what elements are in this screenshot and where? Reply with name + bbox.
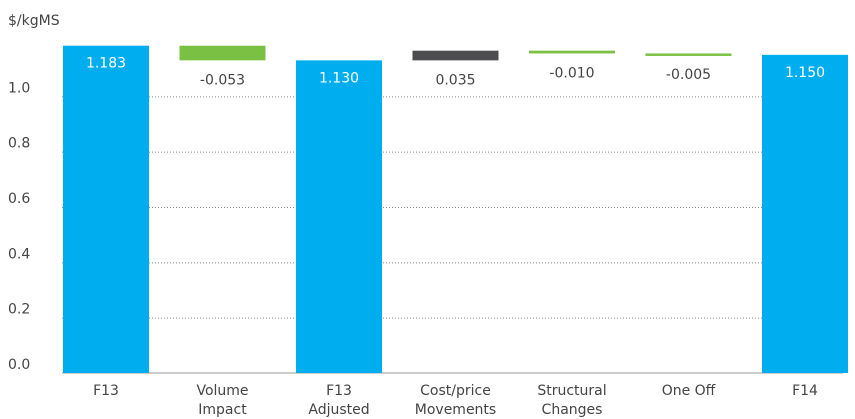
gridlines xyxy=(62,96,843,374)
x-category-label: One Off xyxy=(662,383,716,399)
y-tick-label: 0.8 xyxy=(8,136,30,152)
x-category-label-line: F13 xyxy=(93,383,119,399)
y-tick-label: 0.6 xyxy=(8,191,30,207)
data-label: 0.035 xyxy=(435,72,475,88)
data-label: 1.130 xyxy=(319,70,359,86)
data-label: -0.010 xyxy=(549,65,594,81)
bar xyxy=(529,50,615,54)
x-category-label: F13 Adjusted xyxy=(308,383,369,418)
x-category-label-line: Movements xyxy=(415,402,496,418)
y-tick-label: 0.0 xyxy=(8,357,30,373)
x-category-label: Cost/price Movements xyxy=(415,383,496,418)
x-category-label-line: F14 xyxy=(792,383,818,399)
x-category-label-line: Impact xyxy=(198,402,247,418)
x-category-label-line: Structural xyxy=(537,383,606,399)
data-label: 1.183 xyxy=(86,56,126,72)
data-labels: 1.183 -0.053 1.130 0.035 -0.010 -0.005 1.150 xyxy=(86,56,825,89)
x-category-label: Volume Impact xyxy=(196,383,248,418)
y-tick-label: 0.2 xyxy=(8,302,30,318)
data-label: -0.005 xyxy=(666,67,711,83)
bar xyxy=(762,54,848,373)
y-axis-label: $/kgMS xyxy=(8,13,60,29)
bars xyxy=(63,45,848,373)
bar xyxy=(412,50,499,61)
y-tick-labels: 0.0 0.2 0.4 0.6 0.8 1.0 xyxy=(8,80,30,373)
bar xyxy=(179,45,266,61)
bar xyxy=(63,45,149,373)
y-tick-label: 0.4 xyxy=(8,246,30,262)
data-label: 1.150 xyxy=(785,65,825,81)
x-category-label: Structural Changes xyxy=(537,383,606,418)
x-category-label-line: F13 xyxy=(326,383,352,399)
x-category-label-line: Changes xyxy=(542,402,603,418)
y-tick-label: 1.0 xyxy=(8,80,30,96)
bar xyxy=(296,60,382,373)
x-category-label: F13 xyxy=(93,383,119,399)
x-category-label-line: One Off xyxy=(662,383,716,399)
bar xyxy=(645,53,732,56)
x-category-labels: F13 Volume Impact F13 Adjusted Cost/price Move… xyxy=(93,383,818,418)
x-category-label-line: Cost/price xyxy=(420,383,491,399)
data-label: -0.053 xyxy=(200,72,245,88)
x-category-label: F14 xyxy=(792,383,818,399)
x-category-label-line: Volume xyxy=(196,383,248,399)
x-category-label-line: Adjusted xyxy=(308,402,369,418)
